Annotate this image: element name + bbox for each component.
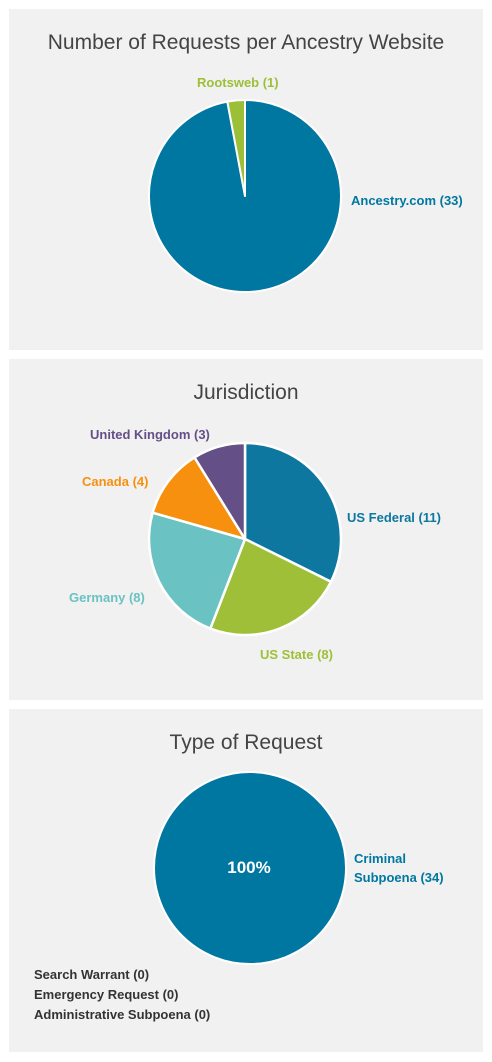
legend-administrative-subpoena: Administrative Subpoena (0) [34, 1007, 211, 1022]
slice-label-criminal-subpoena-line1: Criminal [354, 851, 407, 866]
pie-slice-us-federal [243, 441, 343, 584]
slice-label-united-kingdom: United Kingdom (3) [90, 427, 210, 442]
pie-slice-rootsweb [226, 99, 246, 197]
chart-title: Number of Requests per Ancestry Website [47, 31, 445, 54]
slice-label-criminal-subpoena-line2: Subpoena (34) [354, 870, 444, 885]
chart-title: Jurisdiction [193, 381, 299, 404]
slice-label-us-state: US State (8) [260, 647, 333, 662]
chart-panel-websites: Number of Requests per Ancestry Website … [9, 9, 483, 350]
slice-percent-label: 100% [227, 858, 271, 877]
pie-slice-canada [151, 456, 247, 541]
slice-label-rootsweb: Rootsweb (1) [197, 75, 279, 90]
slice-label-us-federal: US Federal (11) [347, 510, 441, 525]
pie-chart-websites [148, 99, 342, 293]
slice-label-ancestry: Ancestry.com (33) [351, 193, 463, 208]
pie-slice-criminal-subpoena [153, 771, 347, 965]
slice-label-germany: Germany (8) [69, 590, 145, 605]
legend-search-warrant: Search Warrant (0) [34, 967, 150, 982]
chart-panel-jurisdiction: Jurisdiction United Kingdom (3) Canada (… [9, 359, 483, 700]
chart-title: Type of Request [169, 731, 323, 754]
pie-slice-united-kingdom [193, 441, 247, 541]
pie-slice-us-state [209, 537, 333, 637]
pie-slice-germany [147, 511, 247, 630]
legend-emergency-request: Emergency Request (0) [34, 987, 179, 1002]
pie-chart-request-type [153, 771, 347, 965]
pie-chart-jurisdiction [147, 441, 343, 637]
chart-panel-request-type: Type of Request 100% Criminal Subpoena (… [9, 709, 483, 1052]
slice-label-canada: Canada (4) [82, 474, 149, 489]
